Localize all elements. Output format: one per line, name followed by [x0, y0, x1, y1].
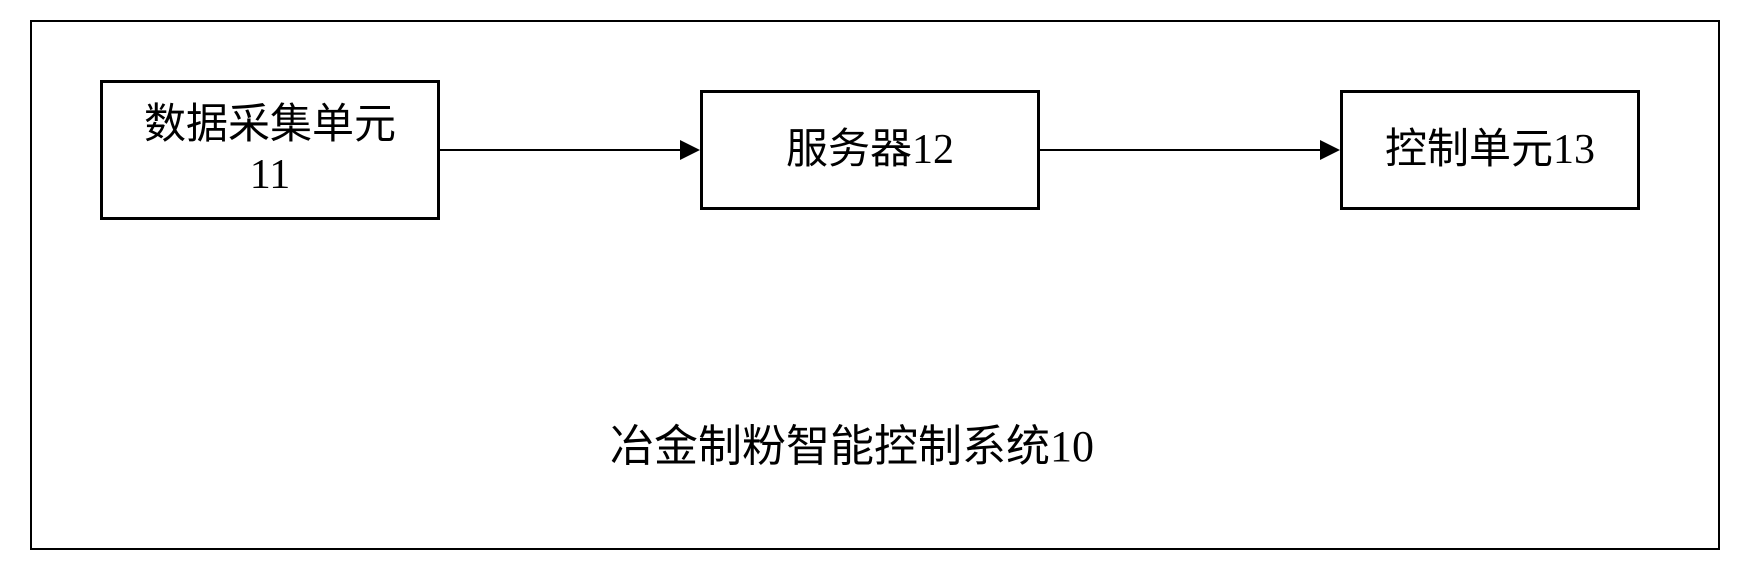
node-label: 数据采集单元: [144, 100, 396, 150]
system-caption: 冶金制粉智能控制系统10: [610, 410, 1094, 474]
arrow-head-icon: [680, 140, 700, 160]
node-label: 服务器12: [786, 125, 954, 175]
node-label: 11: [250, 150, 290, 200]
arrow-edge: [440, 149, 680, 151]
data-collection-unit-node: 数据采集单元 11: [100, 80, 440, 220]
arrow-head-icon: [1320, 140, 1340, 160]
node-label: 控制单元13: [1385, 125, 1595, 175]
server-node: 服务器12: [700, 90, 1040, 210]
control-unit-node: 控制单元13: [1340, 90, 1640, 210]
arrow-edge: [1040, 149, 1320, 151]
